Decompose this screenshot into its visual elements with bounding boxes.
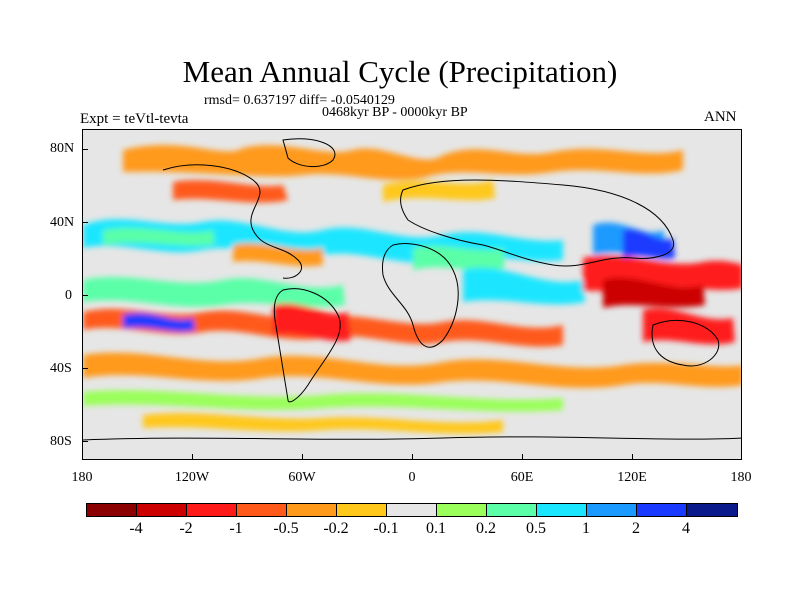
anomaly-patch-eurasia-yellow <box>383 180 495 202</box>
lon-tick <box>192 454 193 460</box>
colorbar <box>86 503 738 517</box>
lat-tick <box>82 441 88 442</box>
period-subtitle: 0468kyr BP - 0000kyr BP <box>322 105 468 120</box>
colorbar-label: -1 <box>229 520 243 537</box>
colorbar-swatch <box>687 504 737 516</box>
anomaly-patch-indian-cyan <box>463 267 585 305</box>
coast-eurasia <box>400 179 675 267</box>
anomaly-patch-atlantic-orange <box>233 243 323 267</box>
anomaly-field <box>83 145 741 434</box>
map-title: Mean Annual Cycle (Precipitation) <box>182 54 618 89</box>
colorbar-swatch <box>637 504 687 516</box>
lon-tick <box>412 454 413 460</box>
lat-label-80s: 80S <box>50 434 72 449</box>
lon-label-180e: 180 <box>730 470 752 485</box>
stats-subtitle: rmsd= 0.637197 diff= -0.0540129 <box>204 93 395 108</box>
lat-label-80n: 80N <box>50 141 75 156</box>
anomaly-patch-asia-darkblue <box>623 229 675 259</box>
lon-tick <box>632 454 633 460</box>
anomaly-patch-antarctic-yellow <box>143 413 503 434</box>
coast-australia <box>651 319 720 367</box>
anomaly-patch-tropic-green <box>83 277 345 308</box>
anomaly-patch-southmid-orange <box>83 352 741 388</box>
coast-south-america <box>273 288 341 403</box>
colorbar-swatch <box>487 504 537 516</box>
anomaly-patch-midlat-green <box>103 227 215 246</box>
coastlines <box>83 138 741 441</box>
lat-label-40s: 40S <box>50 361 72 376</box>
lon-tick <box>302 454 303 460</box>
colorbar-label: -2 <box>179 520 193 537</box>
lat-tick <box>82 222 88 223</box>
colorbar-swatch <box>137 504 187 516</box>
lon-label-120w: 120W <box>174 470 210 485</box>
anomaly-patch-southern-green <box>83 390 563 412</box>
anomaly-patch-maritime-darkred <box>603 277 705 308</box>
lon-label-60e: 60E <box>510 470 534 485</box>
map-canvas <box>83 138 741 441</box>
coast-north-america <box>162 164 303 279</box>
colorbar-swatch <box>537 504 587 516</box>
colorbar-label: 1 <box>582 520 590 537</box>
anomaly-patch-samerica-red <box>273 303 351 342</box>
coast-africa <box>382 243 459 348</box>
colorbar-swatch <box>287 504 337 516</box>
anomaly-patch-north-red <box>173 180 288 203</box>
colorbar-swatch <box>237 504 287 516</box>
lat-tick <box>82 149 88 150</box>
colorbar-label: 0.2 <box>476 520 496 537</box>
anomaly-patch-australia-red <box>643 308 735 345</box>
colorbar-label: 0.5 <box>526 520 546 537</box>
colorbar-label: 2 <box>632 520 640 537</box>
lon-label-120e: 120E <box>617 470 647 485</box>
lat-label-40n: 40N <box>50 215 75 230</box>
experiment-label: Expt = teVtl-tevta <box>80 111 189 127</box>
lon-label-180w: 180 <box>71 470 93 485</box>
lat-tick <box>82 295 88 296</box>
coast-greenland <box>282 138 336 167</box>
colorbar-label: -4 <box>129 520 143 537</box>
colorbar-label: -0.1 <box>373 520 399 537</box>
colorbar-label: -0.2 <box>323 520 349 537</box>
colorbar-label: 4 <box>682 520 690 537</box>
colorbar-label: -0.5 <box>273 520 299 537</box>
lat-label-equator: 0 <box>65 288 72 303</box>
precipitation-map <box>82 129 742 460</box>
lon-tick <box>522 454 523 460</box>
season-label: ANN <box>704 109 737 125</box>
lon-label-60w: 60W <box>288 470 316 485</box>
colorbar-label: 0.1 <box>426 520 446 537</box>
colorbar-swatch <box>587 504 637 516</box>
colorbar-swatch <box>87 504 137 516</box>
coast-antarctica <box>83 436 741 441</box>
lat-tick <box>82 368 88 369</box>
anomaly-patch-southpac-blue <box>123 313 195 332</box>
colorbar-swatch <box>337 504 387 516</box>
anomaly-patch-north-orange <box>123 145 683 180</box>
colorbar-swatch <box>437 504 487 516</box>
colorbar-swatch <box>187 504 237 516</box>
colorbar-swatch <box>387 504 437 516</box>
lon-label-0: 0 <box>408 470 416 485</box>
